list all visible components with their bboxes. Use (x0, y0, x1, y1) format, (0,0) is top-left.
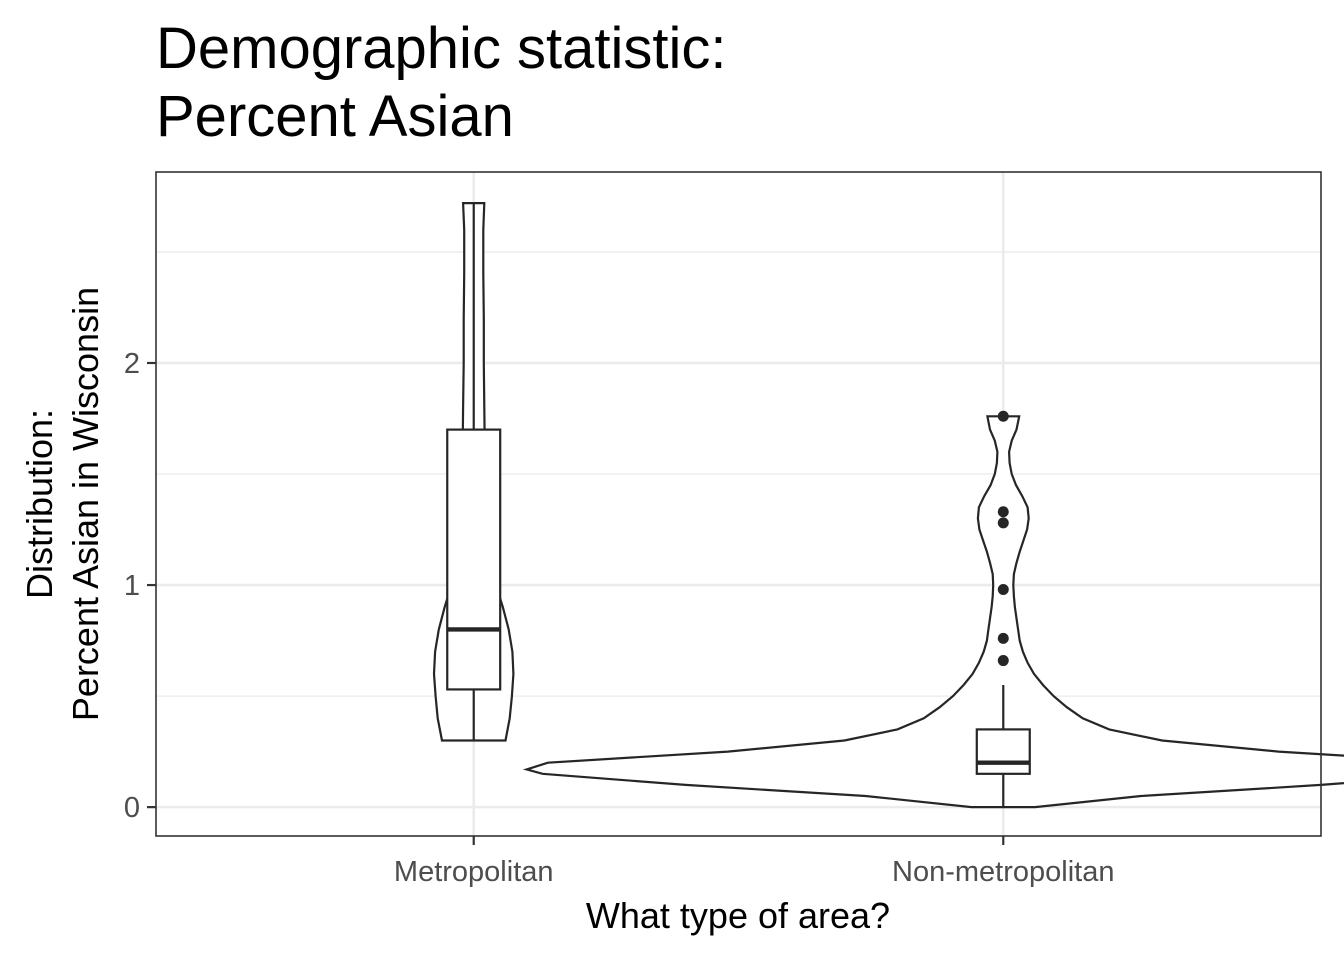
violin-non-metropolitan (522, 415, 1344, 809)
outlier-point (997, 583, 1009, 595)
outlier-point (997, 506, 1009, 518)
y-tick-label: 1 (124, 570, 140, 602)
x-tick-label: Non-metropolitan (892, 856, 1114, 888)
outlier-point (997, 632, 1009, 644)
chart-title-line-2: Percent Asian (156, 84, 514, 149)
y-tick-label: 2 (124, 348, 140, 380)
boxplots (446, 203, 1031, 808)
outlier-point (997, 517, 1009, 529)
panel-border (155, 171, 1322, 837)
violins (432, 202, 1344, 809)
outlier-point (997, 655, 1009, 667)
y-axis-title-line-1: Distribution: (19, 409, 60, 599)
iqr-box (975, 728, 1031, 775)
outlier-point (997, 410, 1009, 422)
axes: 0 1 2 Metropolitan Non-metropolitan (124, 348, 1115, 888)
iqr-box (446, 428, 502, 691)
y-tick-label: 0 (124, 792, 140, 824)
y-axis-title: Distribution: Percent Asian in Wisconsin (19, 287, 106, 721)
outlier-points (997, 410, 1009, 667)
x-axis-title: What type of area? (586, 895, 890, 936)
y-axis-title-line-2: Percent Asian in Wisconsin (65, 287, 106, 721)
chart-title-line-1: Demographic statistic: (156, 16, 727, 81)
x-tick-label: Metropolitan (394, 856, 554, 888)
